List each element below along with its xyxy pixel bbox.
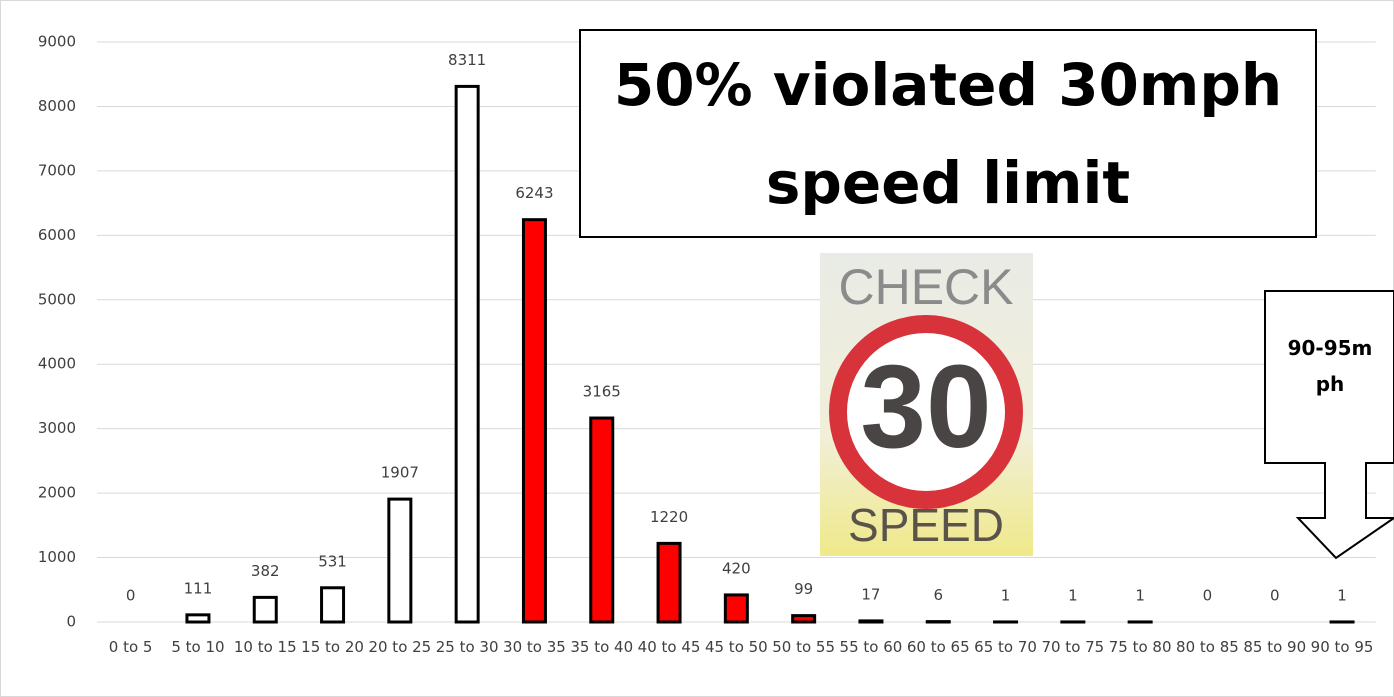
- y-tick-label: 4000: [38, 355, 76, 373]
- data-label: 1: [1135, 586, 1145, 604]
- x-tick-label: 85 to 90: [1243, 636, 1307, 658]
- data-label: 0: [1203, 587, 1213, 605]
- bar: [658, 543, 680, 622]
- bar: [725, 595, 747, 622]
- y-tick-label: 8000: [38, 97, 76, 115]
- y-tick-label: 6000: [38, 226, 76, 244]
- callout-label: 90-95mph: [1282, 330, 1378, 402]
- bar: [591, 418, 613, 622]
- data-label: 6: [933, 586, 943, 604]
- bar: [254, 597, 276, 622]
- x-tick-label: 60 to 65: [906, 636, 970, 658]
- sign-bottom: SPEED: [848, 499, 1004, 551]
- bar: [860, 621, 882, 622]
- x-tick-label: 65 to 70: [974, 636, 1038, 658]
- x-tick-label: 80 to 85: [1175, 636, 1239, 658]
- data-label: 0: [126, 587, 136, 605]
- data-label: 1: [1337, 586, 1347, 604]
- x-tick-label: 5 to 10: [166, 636, 230, 658]
- y-tick-label: 0: [66, 613, 76, 631]
- x-tick-label: 90 to 95: [1310, 636, 1374, 658]
- bar: [793, 616, 815, 622]
- x-tick-label: 20 to 25: [368, 636, 432, 658]
- y-tick-label: 1000: [38, 548, 76, 566]
- bar: [456, 86, 478, 622]
- x-tick-label: 40 to 45: [637, 636, 701, 658]
- data-label: 17: [861, 585, 880, 603]
- x-tick-label: 25 to 30: [435, 636, 499, 658]
- page: 0100020003000400050006000700080009000 01…: [0, 0, 1394, 697]
- x-tick-label: 30 to 35: [502, 636, 566, 658]
- y-tick-label: 3000: [38, 419, 76, 437]
- sign-number: 30: [860, 341, 991, 473]
- x-tick-label: 35 to 40: [570, 636, 634, 658]
- data-label: 382: [251, 562, 280, 580]
- x-tick-label: 55 to 60: [839, 636, 903, 658]
- data-label: 6243: [515, 184, 553, 202]
- x-tick-label: 50 to 55: [772, 636, 836, 658]
- x-tick-label: 70 to 75: [1041, 636, 1105, 658]
- data-label: 111: [184, 579, 213, 597]
- bar: [523, 220, 545, 622]
- speed-sign: CHECK 30 SPEED: [820, 253, 1033, 556]
- data-label: 3165: [583, 383, 621, 401]
- y-tick-label: 9000: [38, 33, 76, 51]
- data-label: 1: [1001, 586, 1011, 604]
- data-label: 1: [1068, 586, 1078, 604]
- x-tick-label: 10 to 15: [233, 636, 297, 658]
- bar: [389, 499, 411, 622]
- x-tick-label: 15 to 20: [301, 636, 365, 658]
- data-label: 1907: [381, 464, 419, 482]
- data-label: 1220: [650, 508, 688, 526]
- x-tick-label: 0 to 5: [99, 636, 163, 658]
- y-tick-label: 7000: [38, 161, 76, 179]
- x-tick-label: 75 to 80: [1108, 636, 1172, 658]
- data-label: 99: [794, 580, 813, 598]
- data-label: 8311: [448, 51, 486, 69]
- data-label: 0: [1270, 587, 1280, 605]
- headline: 50% violated 30mph speed limit: [582, 32, 1314, 235]
- data-label: 420: [722, 559, 751, 577]
- sign-top: CHECK: [838, 259, 1013, 315]
- data-label: 531: [318, 552, 347, 570]
- y-tick-label: 2000: [38, 484, 76, 502]
- x-tick-label: 45 to 50: [704, 636, 768, 658]
- bar: [187, 615, 209, 622]
- bar: [322, 588, 344, 622]
- y-tick-label: 5000: [38, 290, 76, 308]
